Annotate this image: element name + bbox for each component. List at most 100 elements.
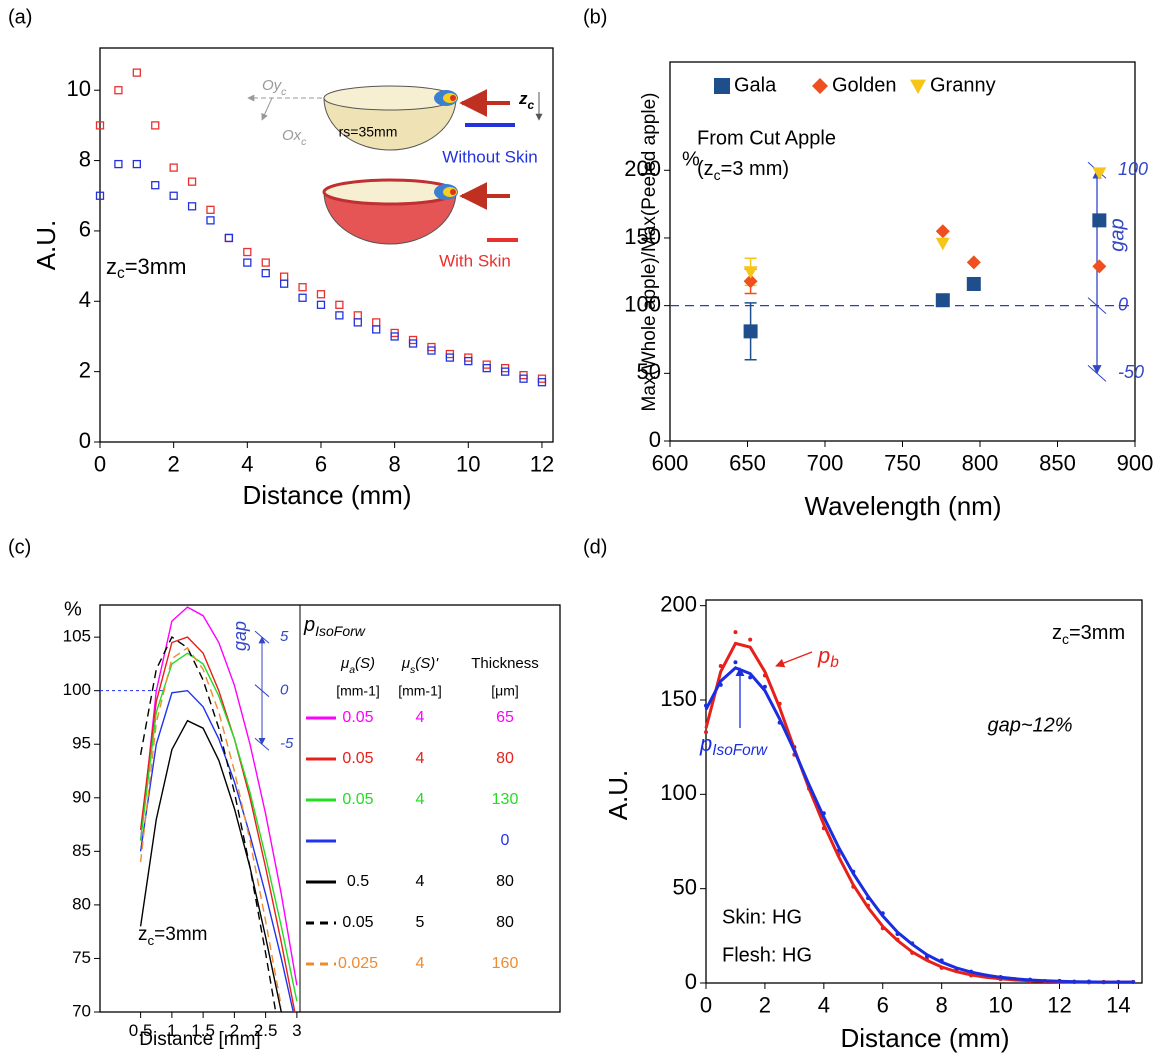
table-cell: 80 (496, 750, 514, 767)
data-point (537, 378, 547, 387)
data-point (390, 332, 399, 341)
data-point (353, 318, 362, 327)
y-tick-label: 150 (660, 686, 697, 711)
curves (139, 606, 298, 1012)
panel-label: (b) (583, 6, 607, 28)
table-cell: 0.025 (338, 955, 378, 972)
y-tick-label: 70 (72, 1001, 91, 1020)
x-tick-label: 700 (807, 451, 844, 476)
y2-tick-label: -5 (280, 735, 294, 752)
column-header: μa(S) (340, 655, 375, 676)
data-point (114, 159, 123, 169)
x-tick-label: 800 (962, 451, 999, 476)
data-point (500, 367, 510, 376)
x-tick-label: 10 (456, 452, 480, 477)
line (139, 689, 295, 1012)
data-point (206, 216, 215, 225)
column-header: μs(S)' (401, 655, 439, 676)
y2-tick-label: 0 (1118, 294, 1128, 314)
legend-label: With Skin (439, 251, 511, 270)
y-tick-label: 75 (72, 948, 91, 967)
y-tick-label: 0 (685, 969, 697, 994)
line (704, 666, 1134, 984)
x-axis-label: Distance (mm) (242, 480, 411, 510)
y-tick-label: 200 (660, 591, 697, 616)
data-point (132, 159, 141, 169)
table-cell: 0.05 (342, 709, 373, 726)
line (139, 636, 296, 1012)
column-unit: [μm] (491, 683, 519, 699)
table-cell: 4 (416, 873, 425, 890)
x-axis-label: Wavelength (nm) (805, 491, 1002, 521)
table-cell: 0.05 (342, 914, 373, 931)
table-cell: 4 (416, 750, 425, 767)
panel-label: (c) (8, 536, 31, 558)
data-point (95, 191, 105, 200)
x-tick-label: 12 (1047, 993, 1071, 1018)
data-point (743, 266, 758, 279)
table-cell: 5 (416, 914, 425, 931)
data-point (935, 224, 950, 239)
y2-tick-label: 0 (280, 682, 289, 699)
y-tick-label: 90 (72, 787, 91, 806)
data-point (316, 290, 326, 299)
table-cell: 0.5 (347, 873, 369, 890)
table-cell: 80 (496, 873, 514, 890)
label-arrow (775, 651, 813, 668)
x-tick-label: 6 (315, 452, 327, 477)
x-tick-label: 1 (167, 1021, 176, 1040)
annotation: zc=3mm (1052, 622, 1125, 646)
plot-frame (705, 599, 1143, 984)
data-point (224, 233, 234, 243)
table-cell: 4 (416, 791, 425, 808)
data-point (187, 177, 197, 186)
data-point (733, 660, 738, 665)
y-tick-label: 100 (624, 291, 661, 316)
table-cell: 130 (492, 791, 519, 808)
x-tick-label: 2 (230, 1021, 239, 1040)
legend-label: Gala (734, 74, 777, 96)
y-tick-label: 50 (637, 359, 661, 384)
line (139, 646, 282, 1007)
y-axis-label: A.U. (603, 770, 633, 821)
data-point (187, 202, 197, 211)
x-tick-label: 650 (729, 451, 766, 476)
y2-tick (254, 684, 270, 698)
plot-frame (669, 61, 1136, 442)
series-label: pIsoForw (699, 731, 768, 759)
table-cell: 4 (416, 709, 425, 726)
x-tick-label: 2 (759, 993, 771, 1018)
data-point (519, 374, 528, 383)
column-header: Thickness (471, 655, 539, 672)
y2-tick-label: -50 (1118, 362, 1144, 382)
data-point (1092, 259, 1107, 274)
data-point (279, 279, 289, 288)
y-tick-label: 105 (63, 627, 91, 646)
x-tick-label: 1.5 (191, 1021, 215, 1040)
x-axis-label: Distance (mm) (840, 1023, 1009, 1053)
data-point (482, 363, 491, 373)
x-tick-label: 8 (389, 452, 401, 477)
y2-tick (254, 737, 270, 751)
legend-swatch (812, 78, 828, 94)
annotation: rs=35mm (339, 124, 398, 140)
data-point (372, 325, 381, 334)
y2-tick (1087, 297, 1107, 315)
data-point (224, 233, 234, 243)
data-point (132, 68, 141, 77)
data-point (748, 637, 753, 642)
y-tick-label: 6 (79, 217, 91, 242)
y-tick-label: 150 (624, 224, 661, 249)
annotation: Oxc (282, 127, 307, 148)
annotation: gap~12% (987, 714, 1072, 736)
x-tick-label: 14 (1106, 993, 1130, 1018)
annotation: zc=3mm (106, 254, 186, 282)
x-tick-label: 0.5 (129, 1021, 153, 1040)
legend-label: Golden (832, 74, 897, 96)
y-tick-label: 200 (624, 156, 661, 181)
data-point (372, 318, 381, 327)
x-tick-label: 2.5 (254, 1021, 278, 1040)
data-point (95, 121, 105, 130)
annotation: Flesh: HG (722, 944, 812, 966)
